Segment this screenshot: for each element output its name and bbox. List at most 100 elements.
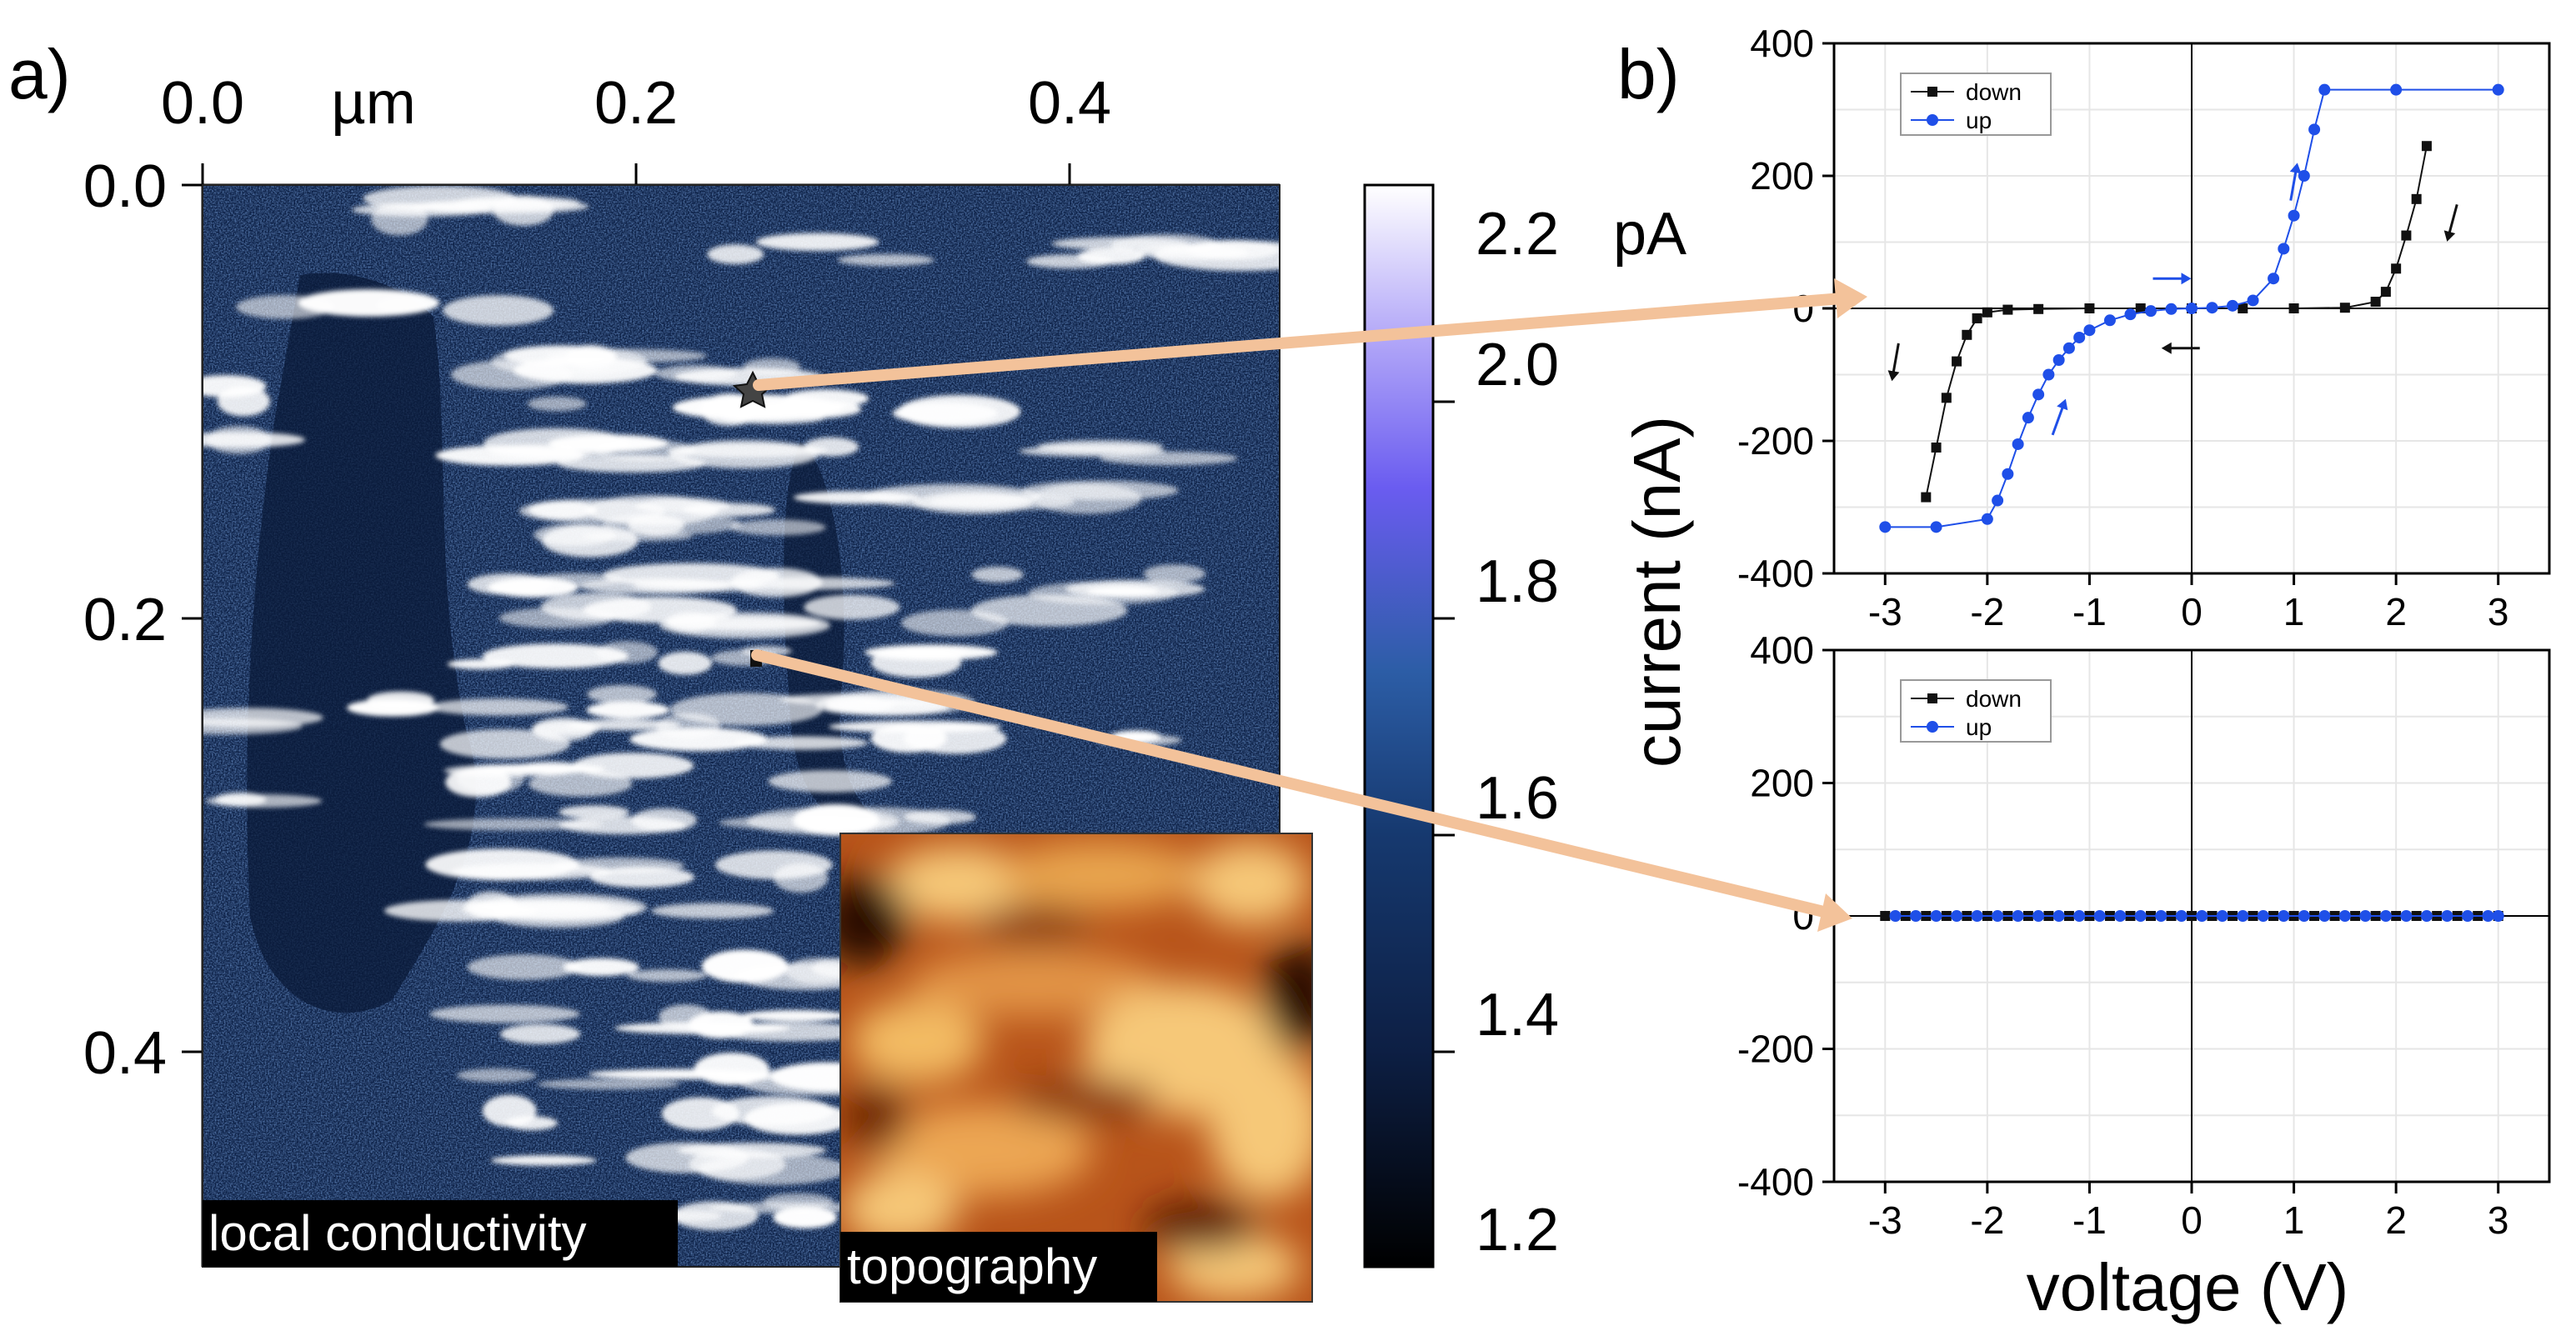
point-up bbox=[2175, 910, 2188, 922]
point-down bbox=[1982, 307, 1992, 318]
point-up bbox=[2012, 438, 2024, 450]
y-tick-label: 0.0 bbox=[83, 153, 167, 220]
colorbar-tick-label: 1.2 bbox=[1476, 1197, 1559, 1263]
point-down bbox=[1931, 442, 1942, 453]
point-up bbox=[2318, 83, 2331, 96]
point-up bbox=[1930, 910, 1942, 922]
left-axis: 0.0 0.2 0.4 bbox=[83, 153, 204, 1267]
legend-marker bbox=[1927, 693, 1937, 703]
point-up bbox=[1910, 910, 1922, 922]
x-tick-label: -1 bbox=[2072, 1198, 2107, 1242]
point-down bbox=[1880, 911, 1891, 921]
iv-plot-upper: 400 200 0 -200 -400 -3 -2 -1 0 1 2 3 down up bbox=[1737, 22, 2551, 633]
map-label-box bbox=[203, 1200, 678, 1267]
connector-arrows bbox=[751, 278, 1867, 932]
point-up bbox=[2093, 910, 2106, 922]
point-down bbox=[2002, 304, 2013, 315]
point-up bbox=[2441, 910, 2453, 922]
point-down bbox=[1962, 329, 1972, 340]
axis-unit: µm bbox=[331, 70, 415, 137]
sweep-arrow bbox=[2443, 204, 2458, 242]
point-up bbox=[1879, 521, 1892, 533]
point-up bbox=[2216, 910, 2228, 922]
point-up bbox=[2492, 910, 2504, 922]
point-down bbox=[2370, 297, 2381, 308]
point-up bbox=[1971, 910, 1983, 922]
x-tick-label: -1 bbox=[2072, 590, 2107, 633]
point-up bbox=[2114, 910, 2127, 922]
point-up bbox=[2492, 83, 2504, 96]
map-label: local conductivity bbox=[208, 1205, 587, 1261]
point-up bbox=[2298, 170, 2310, 182]
colorbar-tick-label: 1.4 bbox=[1476, 982, 1559, 1048]
point-up bbox=[2134, 910, 2147, 922]
legend bbox=[1900, 73, 2052, 136]
point-up bbox=[2042, 368, 2055, 381]
x-tick-label: 0.2 bbox=[594, 70, 678, 137]
point-up bbox=[2052, 910, 2065, 922]
x-axis-title: voltage (V) bbox=[2027, 1250, 2349, 1324]
colorbar-tick-label: 2.2 bbox=[1476, 201, 1559, 268]
legend-label: down bbox=[1966, 686, 2022, 712]
point-up bbox=[2206, 302, 2218, 314]
panel-a-label: a) bbox=[8, 35, 71, 113]
point-up bbox=[2278, 910, 2290, 922]
point-up bbox=[1992, 910, 2004, 922]
x-tick-label: 2 bbox=[2385, 1198, 2407, 1242]
point-up bbox=[1981, 513, 1993, 525]
sweep-arrow bbox=[2153, 273, 2192, 285]
point-up bbox=[2165, 303, 2178, 315]
x-tick-label: -3 bbox=[1868, 590, 1902, 633]
y-tick-label: 0.4 bbox=[83, 1020, 167, 1087]
point-up bbox=[2186, 303, 2198, 314]
legend-label: down bbox=[1966, 79, 2022, 105]
point-up bbox=[2032, 910, 2045, 922]
point-up bbox=[2278, 243, 2290, 255]
point-up bbox=[2073, 331, 2086, 343]
x-tick-label: -2 bbox=[1970, 590, 2004, 633]
y-tick-label: 0 bbox=[1792, 287, 1814, 330]
point-up bbox=[2073, 910, 2086, 922]
y-tick-label: 200 bbox=[1750, 762, 1814, 805]
point-up bbox=[2257, 910, 2269, 922]
point-down bbox=[2135, 303, 2146, 313]
x-tick-label: 1 bbox=[2283, 1198, 2305, 1242]
point-down bbox=[1972, 313, 1982, 323]
point-up bbox=[2482, 910, 2494, 922]
sweep-arrow bbox=[2161, 342, 2200, 354]
point-up bbox=[2247, 294, 2259, 307]
x-tick-label: 0.0 bbox=[161, 70, 244, 137]
x-tick-label: -3 bbox=[1868, 1198, 1902, 1242]
legend bbox=[1900, 679, 2052, 743]
panel-b-label: b) bbox=[1617, 35, 1680, 113]
point-up bbox=[1889, 910, 1902, 922]
point-up bbox=[1930, 521, 1942, 533]
sweep-arrow bbox=[1887, 343, 1900, 382]
point-up bbox=[2308, 123, 2321, 136]
point-up bbox=[2124, 308, 2137, 321]
inset-label-box bbox=[840, 1232, 1157, 1302]
legend-marker bbox=[1927, 87, 1937, 97]
colorbar-tick-label: 1.8 bbox=[1476, 548, 1559, 615]
legend-label: up bbox=[1966, 714, 1992, 740]
legend-label: up bbox=[1966, 108, 1992, 133]
point-down bbox=[1941, 393, 1952, 403]
y-tick-label: 0.2 bbox=[83, 587, 167, 653]
point-up bbox=[2144, 305, 2157, 318]
y-tick-label: -200 bbox=[1737, 1028, 1814, 1071]
point-up bbox=[2318, 910, 2331, 922]
topography-inset: topography bbox=[839, 833, 1313, 1303]
point-up bbox=[1951, 910, 1963, 922]
point-down bbox=[2421, 141, 2432, 152]
legend-marker bbox=[1927, 721, 1938, 733]
point-up bbox=[2196, 910, 2208, 922]
point-down bbox=[1921, 492, 1932, 503]
point-up bbox=[2002, 468, 2014, 480]
top-axis: 0.0 0.2 0.4 µm bbox=[161, 70, 1280, 187]
point-down bbox=[2380, 287, 2391, 298]
point-up bbox=[2062, 342, 2075, 354]
point-down bbox=[2401, 230, 2412, 241]
y-tick-label: 400 bbox=[1750, 22, 1814, 65]
